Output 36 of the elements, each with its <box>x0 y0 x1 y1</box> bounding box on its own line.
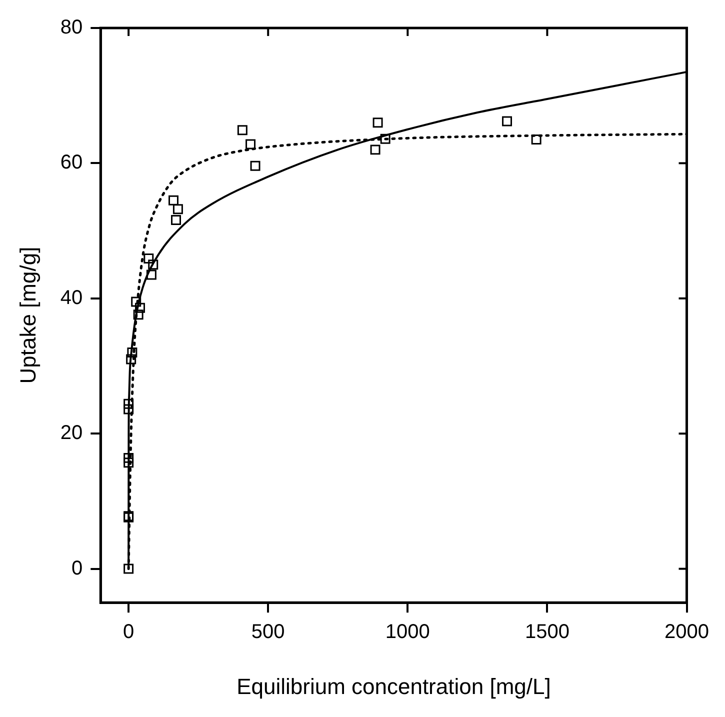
point <box>127 347 138 358</box>
point <box>148 260 158 270</box>
y-tick-label: 40 <box>60 286 83 309</box>
point <box>124 404 134 414</box>
point <box>380 134 390 144</box>
y-axis-title: Uptake [mg/g] <box>15 246 40 384</box>
point <box>168 195 178 206</box>
point <box>144 254 154 264</box>
point <box>124 398 134 409</box>
x-tick-label: 2000 <box>664 621 710 644</box>
point <box>237 125 248 136</box>
y-tick-label: 20 <box>60 422 83 444</box>
point <box>502 116 512 126</box>
point <box>250 160 260 171</box>
point <box>124 564 134 574</box>
point <box>146 270 156 280</box>
x-tick-label: 0 <box>122 621 134 644</box>
point <box>135 302 145 313</box>
x-tick-label: 500 <box>251 621 285 644</box>
point <box>126 354 136 364</box>
point <box>171 214 181 225</box>
point <box>246 139 256 150</box>
point <box>370 144 380 155</box>
x-tick-label: 1500 <box>524 621 570 644</box>
point <box>124 452 134 463</box>
y-tick-label: 80 <box>60 16 83 39</box>
y-tick-label: 60 <box>60 152 83 174</box>
x-tick-label: 1000 <box>385 621 430 644</box>
point <box>531 134 542 145</box>
y-tick-label: 0 <box>72 557 83 580</box>
point <box>131 296 142 307</box>
point <box>133 310 144 320</box>
x-axis-title: Equilibrium concentration [mg/L] <box>236 674 551 699</box>
point <box>124 458 134 468</box>
point <box>372 118 383 128</box>
point <box>172 204 183 214</box>
